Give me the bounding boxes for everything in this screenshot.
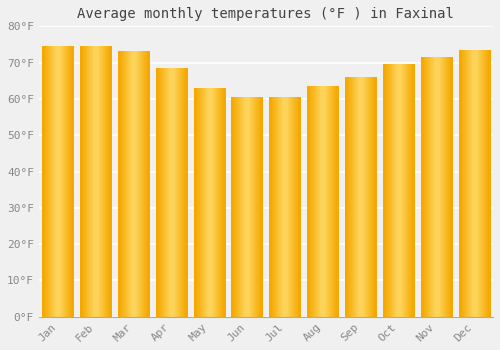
Title: Average monthly temperatures (°F ) in Faxinal: Average monthly temperatures (°F ) in Fa… (78, 7, 454, 21)
